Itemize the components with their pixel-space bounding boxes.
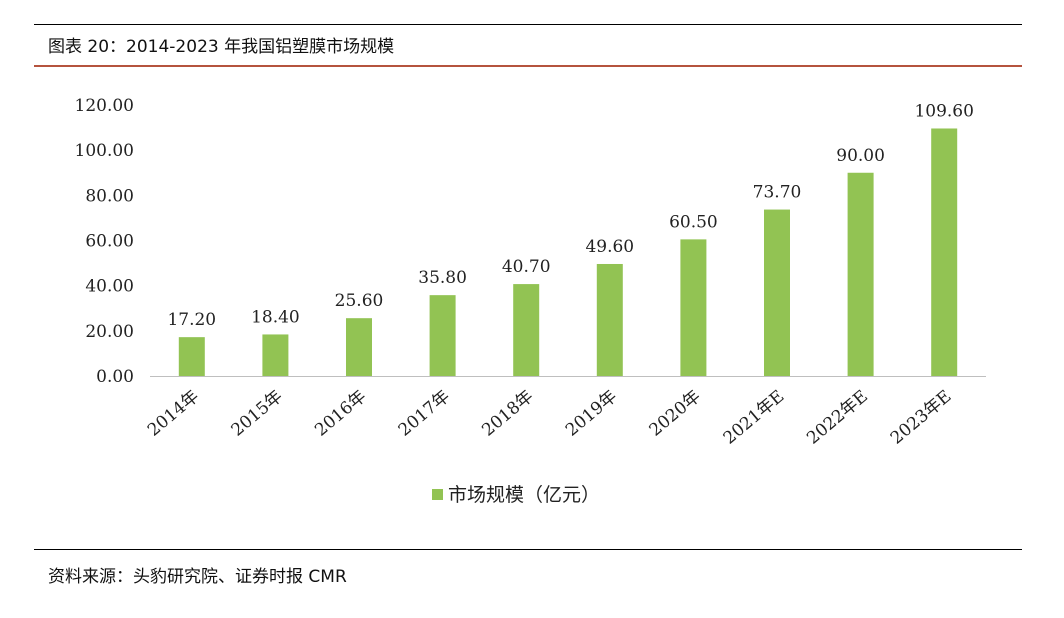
- source-note: 资料来源：头豹研究院、证券时报 CMR: [48, 567, 347, 587]
- bar: [680, 239, 707, 376]
- y-axis: 0.00 20.00 40.00 60.00 80.00 100.00 120.00: [75, 96, 134, 387]
- bar: [513, 284, 540, 376]
- x-tick-label: 2015年: [228, 387, 287, 441]
- y-tick-label: 120.00: [75, 96, 134, 116]
- figure-title: 图表 20：2014-2023 年我国铝塑膜市场规模: [48, 37, 395, 57]
- data-label: 60.50: [669, 212, 718, 232]
- y-tick-label: 40.00: [85, 277, 134, 297]
- x-tick-label: 2021年E: [720, 387, 789, 449]
- y-tick-label: 20.00: [85, 322, 134, 342]
- bar: [346, 318, 372, 376]
- data-label: 49.60: [585, 237, 634, 257]
- top-rule: [34, 24, 1022, 25]
- legend-swatch: [432, 489, 443, 500]
- bar-chart: 0.00 20.00 40.00 60.00 80.00 100.00 120.00 17.…: [75, 96, 986, 506]
- legend-label: 市场规模（亿元）: [448, 484, 600, 506]
- bars: [178, 128, 958, 376]
- data-label: 18.40: [251, 307, 300, 327]
- data-labels: 17.20 18.40 25.60 35.80 40.70 49.60 60.50 73.70…: [167, 101, 973, 330]
- bar: [931, 128, 958, 376]
- data-label: 17.20: [167, 310, 216, 330]
- x-tick-label: 2014年: [144, 387, 203, 441]
- title-rule: [34, 65, 1022, 67]
- legend: 市场规模（亿元）: [432, 484, 600, 506]
- x-axis-ticks: 2014年 2015年 2016年 2017年 2018年 2019年 2020年 2021年…: [144, 387, 955, 449]
- y-tick-label: 0.00: [96, 367, 134, 387]
- bar: [596, 263, 623, 376]
- y-tick-label: 100.00: [75, 141, 134, 161]
- bar: [429, 295, 456, 376]
- bar: [178, 337, 205, 376]
- data-label: 73.70: [753, 183, 802, 203]
- x-tick-label: 2016年: [311, 387, 370, 441]
- data-label: 90.00: [836, 146, 885, 166]
- bottom-rule: [34, 549, 1022, 550]
- data-label: 25.60: [335, 291, 384, 311]
- data-label: 109.60: [914, 101, 973, 121]
- x-tick-label: 2020年: [646, 387, 705, 441]
- data-label: 40.70: [502, 257, 551, 277]
- bar: [262, 334, 289, 376]
- x-tick-label: 2022年E: [803, 387, 872, 449]
- x-tick-label: 2018年: [478, 387, 537, 441]
- y-tick-label: 80.00: [85, 186, 134, 206]
- data-label: 35.80: [418, 268, 467, 288]
- x-tick-label: 2017年: [395, 387, 454, 441]
- x-tick-label: 2023年E: [887, 387, 956, 449]
- bar: [764, 209, 790, 376]
- y-tick-label: 60.00: [85, 232, 134, 252]
- x-tick-label: 2019年: [562, 387, 621, 441]
- bar: [847, 172, 874, 376]
